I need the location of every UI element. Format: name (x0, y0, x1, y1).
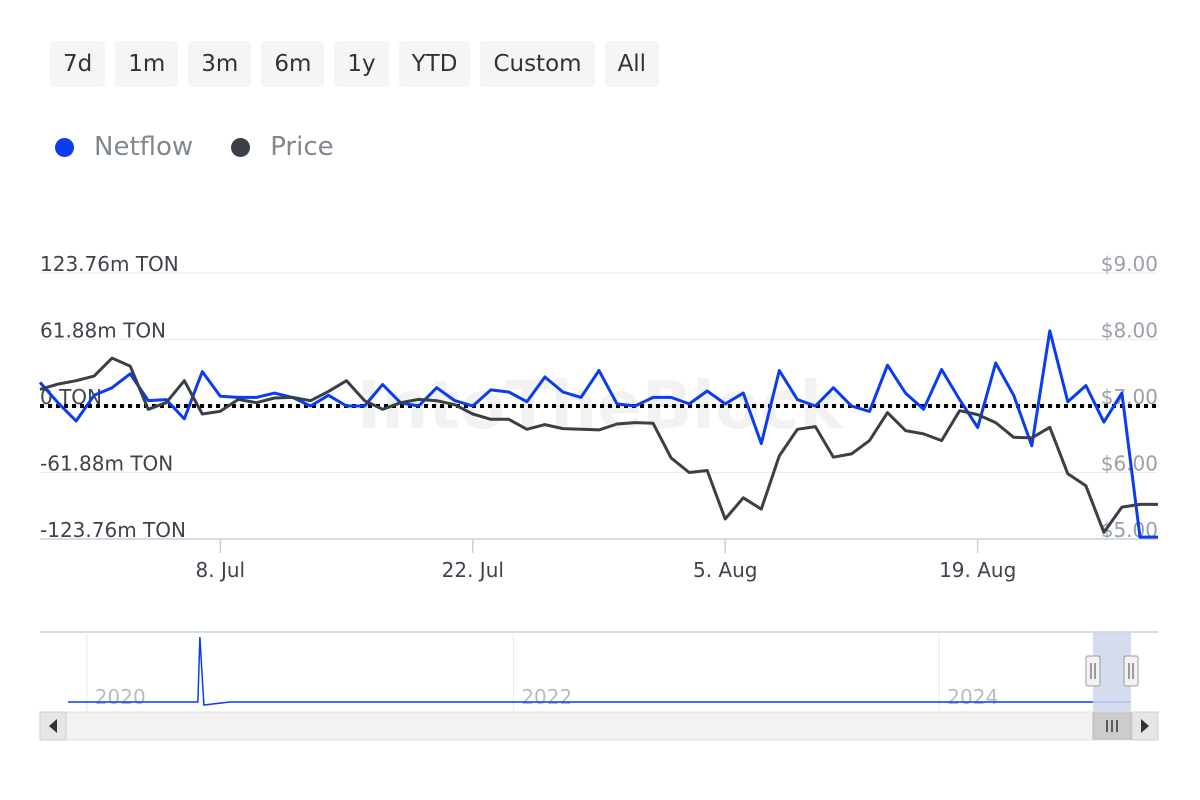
navigator-year-label: 2022 (521, 685, 572, 709)
scrollbar-track (39, 711, 1159, 741)
range-button-3m[interactable]: 3m (188, 41, 252, 87)
navigator-series-line (68, 636, 1130, 706)
x-tick-label: 22. Jul (442, 558, 504, 582)
series-line-netflow (38, 329, 1158, 539)
legend-dot (55, 137, 74, 157)
legend-label: Netflow (94, 132, 194, 162)
navigator-year-label: 2024 (947, 685, 998, 709)
navigator-handle[interactable] (1085, 655, 1101, 687)
range-button-1y[interactable]: 1y (334, 41, 389, 87)
legend-label: Price (270, 132, 334, 162)
legend-item-netflow[interactable]: Netflow (55, 132, 193, 162)
range-button-custom[interactable]: Custom (480, 41, 595, 87)
legend-dot (231, 137, 251, 157)
navigator-handle[interactable] (1123, 655, 1139, 687)
range-button-all[interactable]: All (604, 41, 660, 87)
y-left-tick-label: 61.88m TON (40, 319, 166, 343)
legend: Netflow Price (55, 132, 334, 162)
y-left-tick-label: -61.88m TON (40, 452, 173, 476)
range-button-6m[interactable]: 6m (261, 41, 325, 87)
legend-item-price[interactable]: Price (231, 132, 334, 162)
series-line-price (39, 356, 1158, 534)
range-selector: 7d 1m 3m 6m 1y YTD Custom All (50, 41, 660, 87)
x-tick-label: 19. Aug (939, 558, 1016, 582)
range-button-ytd[interactable]: YTD (398, 41, 471, 87)
arrow-right-icon (1141, 719, 1149, 733)
range-button-7d[interactable]: 7d (50, 41, 106, 87)
y-left-tick-label: -123.76m TON (40, 518, 186, 542)
x-tick-label: 8. Jul (196, 558, 246, 582)
x-tick-label: 5. Aug (693, 558, 758, 582)
y-left-tick-label: 123.76m TON (40, 252, 179, 276)
scrollbar-thumb[interactable] (1092, 712, 1132, 740)
y-right-tick-label: $9.00 (1101, 252, 1158, 276)
navigator-year-label: 2020 (95, 685, 146, 709)
arrow-left-icon (49, 719, 57, 733)
y-right-tick-label: $8.00 (1101, 319, 1158, 343)
range-button-1m[interactable]: 1m (115, 41, 179, 87)
